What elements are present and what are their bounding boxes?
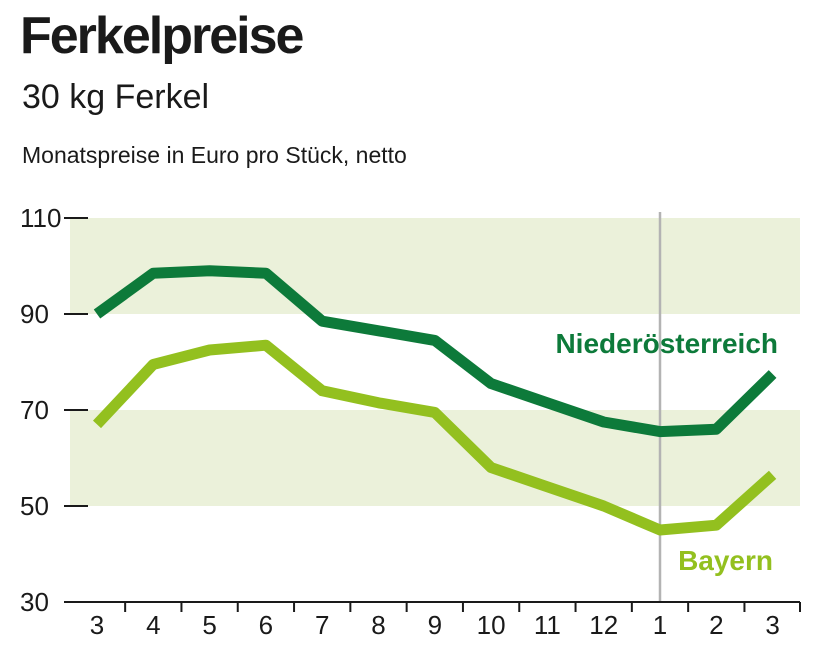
chart-title: Ferkelpreise <box>20 7 304 65</box>
band-0 <box>70 410 800 506</box>
x-axis: 3 4 5 6 7 8 9 10 11 12 1 2 3 <box>70 601 801 640</box>
series-labels: Niederösterreich Bayern <box>555 328 778 576</box>
x-tick-label-1: 4 <box>146 610 160 640</box>
x-tick-label-10: 1 <box>653 610 667 640</box>
x-tick-label-0: 3 <box>90 610 104 640</box>
x-tick-label-7: 10 <box>477 610 506 640</box>
chart-subtitle: 30 kg Ferkel <box>22 78 210 116</box>
x-tick-label-8: 11 <box>534 610 561 640</box>
series-line-bayern <box>92 339 777 536</box>
y-tick-label-90: 90 <box>20 299 49 329</box>
chart-caption: Monatspreise in Euro pro Stück, netto <box>22 142 407 168</box>
band-1 <box>70 218 800 314</box>
x-tick-label-5: 8 <box>371 610 385 640</box>
y-tick-label-50: 50 <box>20 491 49 521</box>
x-tick-label-4: 7 <box>315 610 329 640</box>
x-tick-label-6: 9 <box>428 610 442 640</box>
x-tick-label-2: 5 <box>202 610 216 640</box>
y-tick-label-110: 110 <box>20 203 61 233</box>
x-tick-label-11: 2 <box>709 610 723 640</box>
y-tick-label-70: 70 <box>20 395 49 425</box>
series-label-bayern: Bayern <box>678 545 773 576</box>
series-line-niederoesterreich <box>93 265 777 438</box>
x-tick-label-9: 12 <box>589 610 618 640</box>
series-lines <box>92 265 777 536</box>
x-tick-label-3: 6 <box>259 610 273 640</box>
y-axis-ticks: 30 50 70 90 110 <box>20 203 88 617</box>
y-tick-label-30: 30 <box>20 587 49 617</box>
series-label-niederoesterreich: Niederösterreich <box>555 328 778 359</box>
x-tick-label-12: 3 <box>765 610 779 640</box>
